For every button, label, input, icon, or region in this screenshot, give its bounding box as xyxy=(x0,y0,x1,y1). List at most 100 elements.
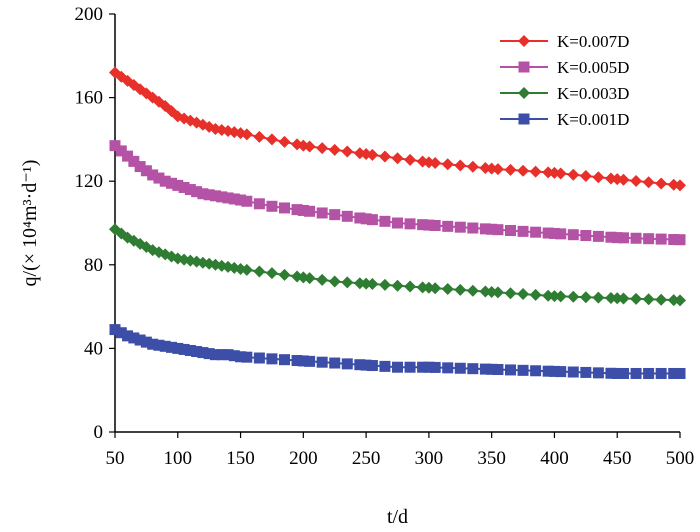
interpolated-marker xyxy=(316,142,329,155)
interpolated-marker xyxy=(379,215,391,227)
interpolated-marker xyxy=(366,360,378,372)
y-tick-label: 120 xyxy=(75,171,104,192)
interpolated-marker xyxy=(643,367,655,379)
interpolated-marker xyxy=(630,174,643,187)
data-point xyxy=(329,209,341,221)
interpolated-marker xyxy=(630,292,643,305)
data-point xyxy=(548,227,560,239)
interpolated-marker xyxy=(617,173,630,186)
interpolated-marker xyxy=(153,339,165,351)
interpolated-marker xyxy=(203,189,215,201)
series-K=0.001D xyxy=(109,324,686,379)
interpolated-marker xyxy=(140,241,153,254)
interpolated-marker xyxy=(165,105,178,118)
interpolated-marker xyxy=(316,207,328,219)
interpolated-marker xyxy=(429,220,441,232)
data-point xyxy=(328,143,341,156)
interpolated-marker xyxy=(115,327,127,339)
interpolated-marker xyxy=(191,346,203,358)
interpolated-marker xyxy=(442,362,454,374)
interpolated-marker xyxy=(517,364,529,376)
interpolated-marker xyxy=(492,364,504,376)
legend-label: K=0.005D xyxy=(557,58,629,77)
interpolated-marker xyxy=(630,367,642,379)
x-tick-label: 250 xyxy=(352,448,381,469)
interpolated-marker xyxy=(655,293,668,306)
data-point xyxy=(122,150,134,162)
x-tick-label: 400 xyxy=(540,448,569,469)
data-point xyxy=(360,213,372,225)
interpolated-marker xyxy=(353,147,366,160)
data-point xyxy=(423,361,435,373)
data-point xyxy=(392,217,403,229)
y-tick-label: 160 xyxy=(75,88,104,109)
interpolated-marker xyxy=(278,268,291,281)
interpolated-marker xyxy=(127,79,140,92)
legend-item: K=0.007D xyxy=(500,32,629,51)
interpolated-marker xyxy=(366,278,379,291)
interpolated-marker xyxy=(416,281,429,294)
interpolated-marker xyxy=(467,363,479,375)
x-tick-label: 300 xyxy=(415,448,444,469)
interpolated-marker xyxy=(630,232,642,244)
data-point xyxy=(209,190,221,202)
data-point xyxy=(360,359,372,371)
interpolated-marker xyxy=(454,221,466,233)
interpolated-marker xyxy=(303,272,316,285)
interpolated-marker xyxy=(191,186,203,198)
interpolated-marker xyxy=(567,290,580,303)
interpolated-marker xyxy=(467,222,479,234)
interpolated-marker xyxy=(429,282,442,295)
y-tick-label: 40 xyxy=(84,338,103,359)
interpolated-marker xyxy=(127,234,140,247)
interpolated-marker xyxy=(241,351,253,363)
data-point xyxy=(147,338,159,350)
interpolated-marker xyxy=(203,257,216,270)
interpolated-marker xyxy=(228,350,240,362)
interpolated-marker xyxy=(366,214,378,226)
x-tick-label: 450 xyxy=(603,448,632,469)
data-point xyxy=(674,234,686,246)
interpolated-marker xyxy=(655,177,668,190)
interpolated-marker xyxy=(668,367,680,379)
interpolated-marker xyxy=(190,116,203,129)
interpolated-marker xyxy=(479,162,492,175)
interpolated-marker xyxy=(542,227,554,239)
interpolated-marker xyxy=(304,205,316,217)
interpolated-marker xyxy=(166,177,177,189)
interpolated-marker xyxy=(404,280,417,293)
data-point xyxy=(548,365,560,377)
interpolated-marker xyxy=(165,250,178,263)
interpolated-marker xyxy=(404,218,416,230)
interpolated-marker xyxy=(580,366,592,378)
interpolated-marker xyxy=(152,246,165,259)
interpolated-marker xyxy=(291,204,303,216)
interpolated-marker xyxy=(278,135,291,148)
interpolated-marker xyxy=(378,150,391,163)
interpolated-marker xyxy=(442,220,454,232)
data-point xyxy=(674,367,686,379)
y-tick-label: 200 xyxy=(75,4,104,25)
x-tick-label: 50 xyxy=(106,448,125,469)
interpolated-marker xyxy=(215,123,228,136)
data-point xyxy=(329,357,341,369)
interpolated-marker xyxy=(128,155,140,167)
data-point xyxy=(134,161,146,173)
interpolated-marker xyxy=(642,293,655,306)
interpolated-marker xyxy=(429,361,441,373)
interpolated-marker xyxy=(291,138,304,151)
interpolated-marker xyxy=(529,288,542,301)
interpolated-marker xyxy=(542,166,555,179)
interpolated-marker xyxy=(580,230,592,242)
interpolated-marker xyxy=(354,212,366,224)
interpolated-marker xyxy=(253,352,265,364)
data-point xyxy=(674,294,686,307)
interpolated-marker xyxy=(115,227,128,240)
interpolated-marker xyxy=(291,355,303,367)
interpolated-marker xyxy=(341,276,354,289)
interpolated-marker xyxy=(505,225,516,237)
data-point xyxy=(297,355,309,367)
data-point xyxy=(197,347,209,359)
interpolated-marker xyxy=(466,160,479,173)
